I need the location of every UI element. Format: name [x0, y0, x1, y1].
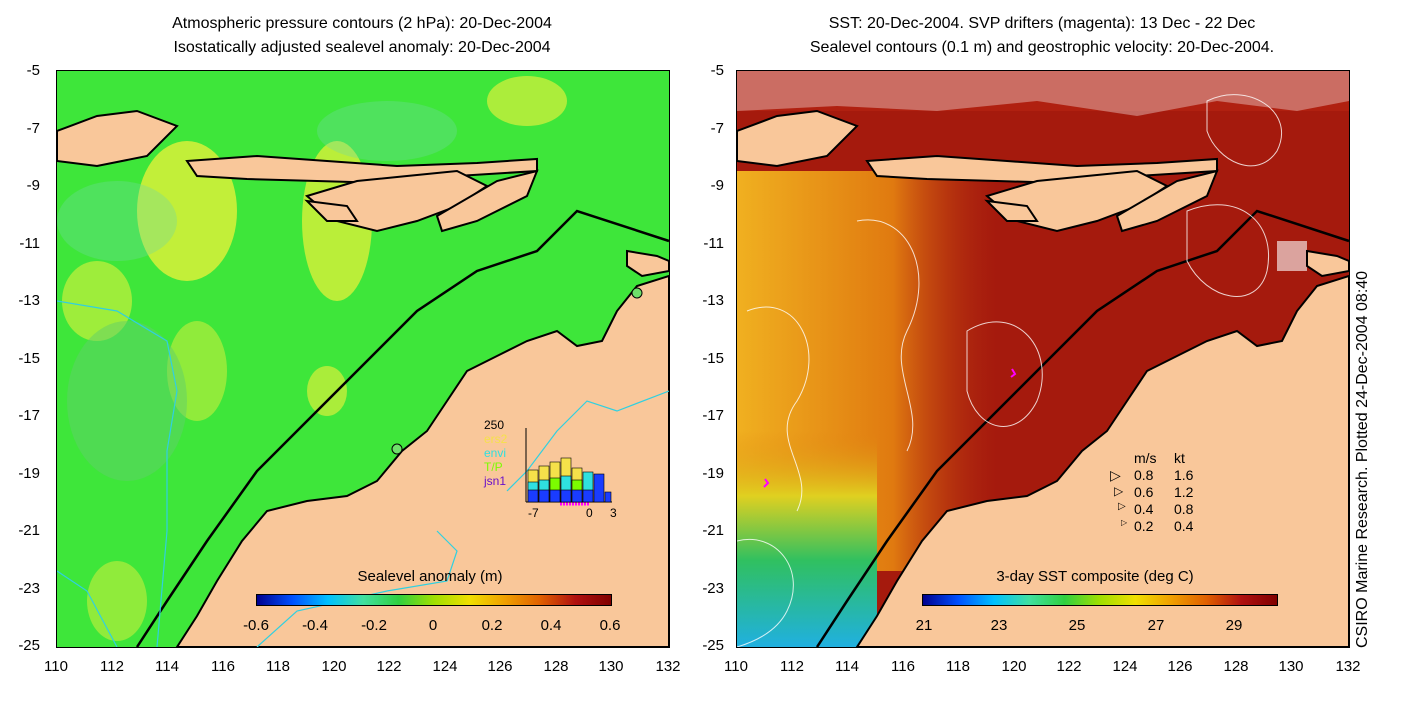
right-xtick: 112	[780, 658, 804, 675]
inset-xtick: 0	[586, 506, 593, 520]
sealevel-colorbar-tick: -0.2	[361, 617, 387, 634]
right-xtick: 126	[1167, 658, 1193, 675]
inset-xtick: -7	[528, 506, 539, 520]
left-xtick: 110	[44, 658, 68, 675]
velocity-legend-kt: 0.4	[1174, 518, 1194, 534]
velocity-legend-ms: 0.6	[1134, 484, 1154, 500]
inset-legend-jsn1: jsn1	[484, 474, 507, 488]
right-xtick: 122	[1056, 658, 1082, 675]
left-ytick: -7	[26, 120, 40, 137]
left-xtick: 116	[211, 658, 235, 675]
left-ytick: -13	[18, 292, 40, 309]
altimeter-inset: 250 ers2 envi T/P jsn1 -7	[480, 418, 620, 523]
right-title-line2: Sealevel contours (0.1 m) and geostrophi…	[809, 39, 1275, 56]
left-xtick: 132	[655, 658, 681, 675]
left-xtick: 130	[598, 658, 624, 675]
right-xtick: 118	[946, 658, 970, 675]
left-xtick: 118	[266, 658, 290, 675]
velocity-arrow-icon: ▷	[1118, 501, 1126, 512]
left-xtick: 128	[543, 658, 569, 675]
velocity-legend-kt: 1.6	[1174, 467, 1194, 483]
velocity-legend-header-ms: m/s	[1134, 450, 1157, 466]
velocity-legend-ms: 0.2	[1134, 518, 1154, 534]
left-ytick: -23	[18, 580, 40, 597]
left-xtick: 126	[487, 658, 513, 675]
sealevel-colorbar-tick: -0.6	[243, 617, 269, 634]
sealevel-colorbar	[256, 594, 612, 606]
left-ytick: -15	[18, 350, 40, 367]
velocity-legend: m/s kt ▷ 0.8 1.6 ▷ 0.6 1.2 ▷ 0.4 0.8 ▷ 0…	[1110, 450, 1220, 535]
velocity-legend-header-kt: kt	[1174, 450, 1185, 466]
left-ytick: -9	[26, 177, 40, 194]
left-xtick: 124	[432, 658, 458, 675]
inset-legend-ers2: ers2	[484, 432, 508, 446]
left-ytick: -17	[18, 407, 40, 424]
right-title-line1: SST: 20-Dec-2004. SVP drifters (magenta)…	[828, 15, 1256, 32]
right-xtick: 116	[891, 658, 915, 675]
inset-ymax-label: 250	[484, 418, 505, 432]
right-xtick: 120	[1001, 658, 1027, 675]
inset-legend-tp: T/P	[484, 460, 503, 474]
sst-colorbar-tick: 27	[1147, 617, 1165, 634]
right-ytick: -21	[702, 522, 724, 539]
right-ytick: -13	[702, 292, 724, 309]
right-ytick: -5	[710, 62, 724, 79]
velocity-legend-ms: 0.8	[1134, 467, 1154, 483]
left-ytick: -11	[19, 235, 40, 252]
sst-map-graphic	[737, 71, 1349, 647]
sst-map	[736, 70, 1350, 648]
right-xtick: 124	[1112, 658, 1138, 675]
sealevel-colorbar-tick: -0.4	[302, 617, 328, 634]
sst-colorbar-tick: 21	[915, 617, 933, 634]
velocity-arrow-icon: ▷	[1114, 484, 1124, 498]
sealevel-colorbar-tick: 0.4	[540, 617, 562, 634]
left-title-line2: Isostatically adjusted sealevel anomaly:…	[173, 39, 551, 56]
left-ytick: -5	[26, 62, 40, 79]
sealevel-anomaly-map	[56, 70, 670, 648]
sealevel-colorbar-tick: 0.2	[481, 617, 503, 634]
sst-colorbar-tick: 25	[1068, 617, 1086, 634]
inset-histogram	[525, 428, 612, 506]
sst-colorbar	[922, 594, 1278, 606]
left-ytick: -25	[18, 637, 40, 654]
sst-colorbar-tick: 29	[1225, 617, 1243, 634]
left-xtick: 112	[100, 658, 124, 675]
sealevel-colorbar-tick: 0	[428, 617, 438, 634]
left-xtick: 120	[321, 658, 347, 675]
right-xtick: 132	[1335, 658, 1361, 675]
left-ytick: -19	[18, 465, 40, 482]
sst-colorbar-label: 3-day SST composite (deg C)	[996, 568, 1194, 585]
right-ytick: -11	[703, 235, 724, 252]
left-xtick: 114	[155, 658, 179, 675]
right-ytick: -9	[710, 177, 724, 194]
right-ytick: -19	[702, 465, 724, 482]
plot-credit: CSIRO Marine Research. Plotted 24-Dec-20…	[1354, 270, 1371, 648]
sealevel-colorbar-tick: 0.6	[599, 617, 621, 634]
inset-xtick: 3	[610, 506, 617, 520]
right-ytick: -17	[702, 407, 724, 424]
left-xtick: 122	[376, 658, 402, 675]
right-ytick: -25	[702, 637, 724, 654]
velocity-legend-kt: 0.8	[1174, 501, 1194, 517]
sealevel-colorbar-label: Sealevel anomaly (m)	[357, 568, 503, 585]
right-xtick: 128	[1223, 658, 1249, 675]
right-ytick: -7	[710, 120, 724, 137]
right-xtick: 110	[724, 658, 748, 675]
left-ytick: -21	[18, 522, 40, 539]
sst-colorbar-tick: 23	[990, 617, 1008, 634]
right-ytick: -23	[702, 580, 724, 597]
velocity-arrow-icon: ▷	[1110, 467, 1121, 483]
right-xtick: 114	[835, 658, 859, 675]
velocity-arrow-icon: ▷	[1121, 518, 1128, 527]
right-ytick: -15	[702, 350, 724, 367]
velocity-legend-ms: 0.4	[1134, 501, 1154, 517]
sealevel-map-graphic	[57, 76, 669, 647]
inset-legend-envi: envi	[484, 446, 507, 460]
right-xtick: 130	[1278, 658, 1304, 675]
velocity-legend-kt: 1.2	[1174, 484, 1194, 500]
left-title-line1: Atmospheric pressure contours (2 hPa): 2…	[172, 15, 552, 32]
